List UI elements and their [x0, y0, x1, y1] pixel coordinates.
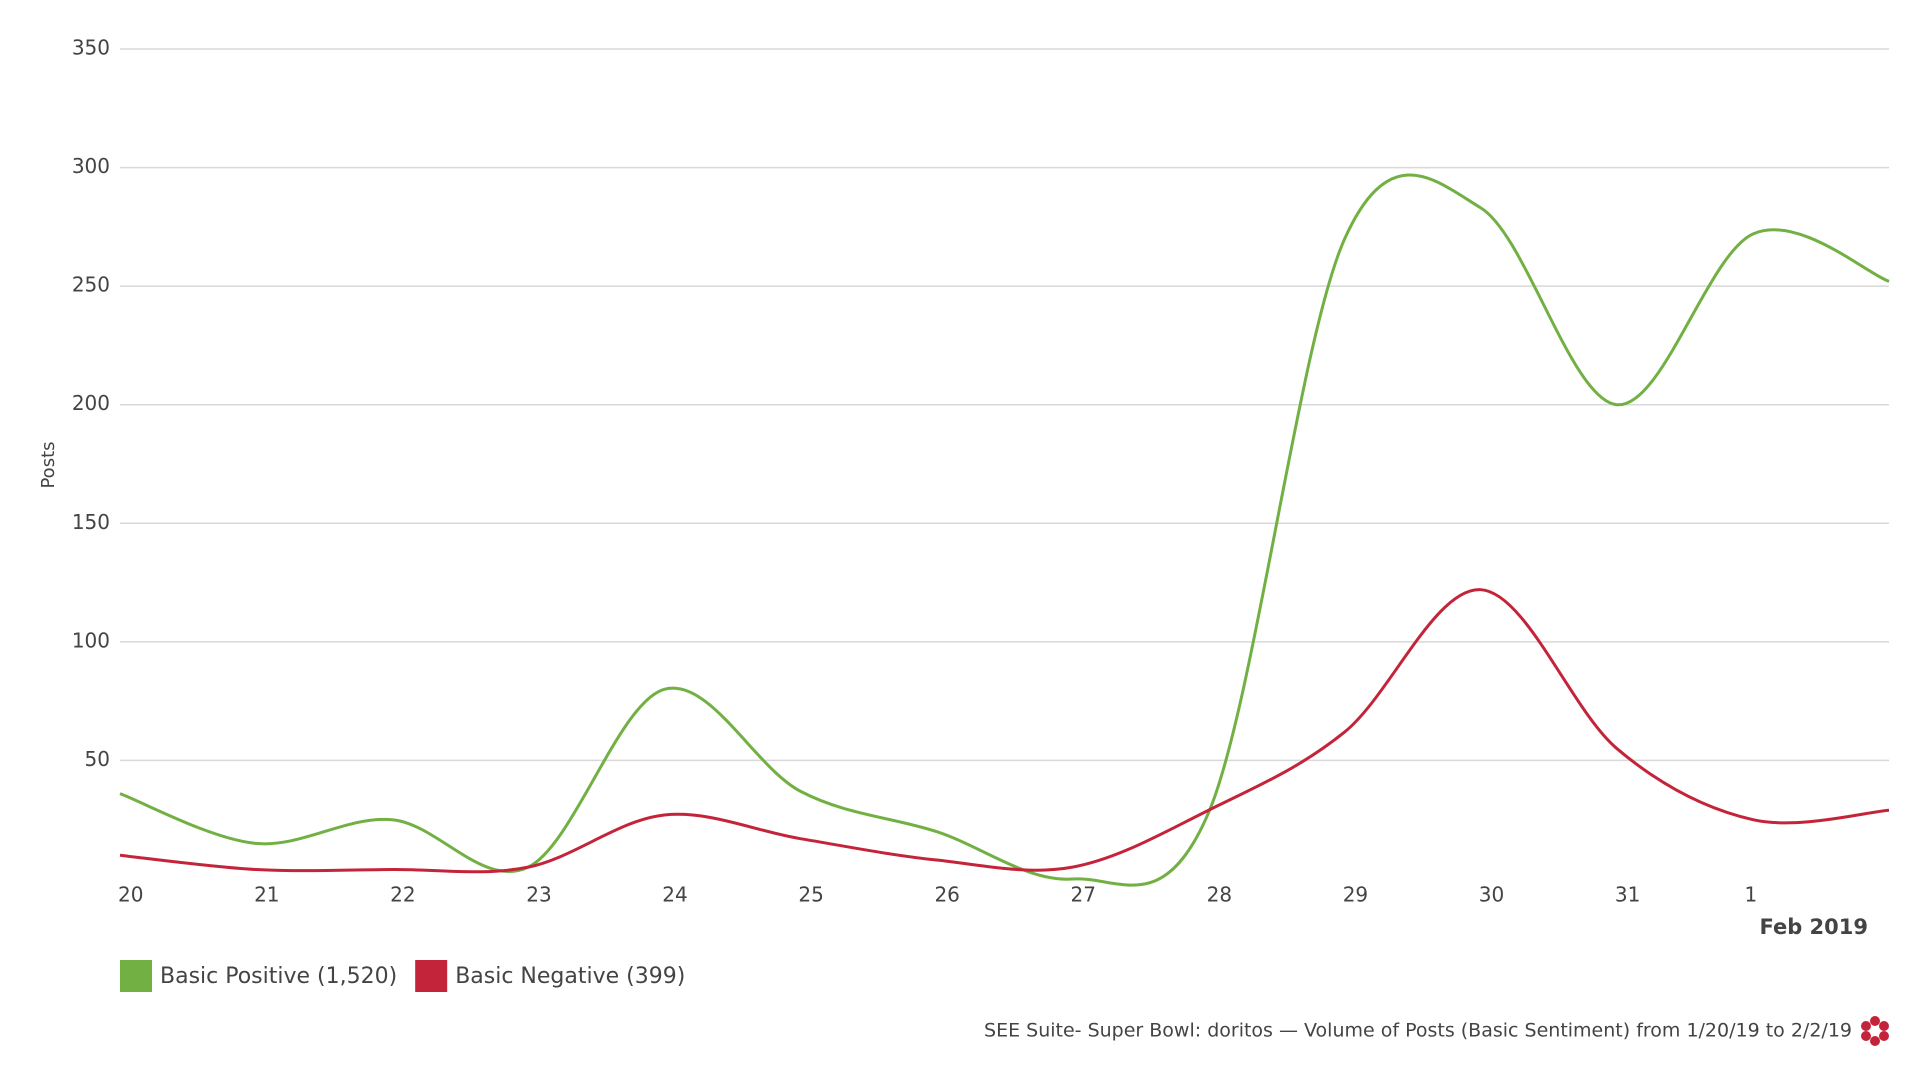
- y-tick-label: 200: [72, 391, 110, 415]
- x-tick-label: 23: [526, 883, 551, 907]
- y-tick-label: 250: [72, 273, 110, 297]
- x-tick-label: 25: [798, 883, 823, 907]
- legend-label: Basic Positive (1,520): [160, 964, 397, 989]
- x-tick-label: 31: [1615, 883, 1640, 907]
- y-tick-label: 350: [72, 36, 110, 60]
- x-tick-label: 22: [390, 883, 415, 907]
- line: [119, 173, 1890, 887]
- y-axis-label: Posts: [38, 441, 59, 488]
- x-tick-label: 20: [118, 883, 143, 907]
- y-tick-label: 50: [85, 747, 110, 771]
- logo: [1861, 1016, 1889, 1046]
- x-tick-label: 26: [934, 883, 959, 907]
- x-tick-label: 21: [254, 883, 279, 907]
- y-tick-label: 300: [72, 154, 110, 178]
- line: [119, 588, 1890, 874]
- legend-swatch: [120, 960, 152, 992]
- x-tick-label: 29: [1343, 883, 1368, 907]
- legend-swatch: [415, 960, 448, 992]
- x-tick-label: 24: [662, 883, 687, 907]
- x-annotation: Feb 2019: [1759, 915, 1868, 939]
- x-tick-label: 30: [1479, 883, 1504, 907]
- y-tick-label: 150: [72, 510, 110, 534]
- x-tick-label: 1: [1745, 883, 1758, 907]
- legend-label: Basic Negative (399): [455, 964, 685, 989]
- y-tick-label: 100: [72, 628, 110, 652]
- x-tick-label: 28: [1207, 883, 1232, 907]
- x-tick-label: 27: [1071, 883, 1096, 907]
- footer: SEE Suite- Super Bowl: doritos — Volume …: [984, 1020, 1852, 1042]
